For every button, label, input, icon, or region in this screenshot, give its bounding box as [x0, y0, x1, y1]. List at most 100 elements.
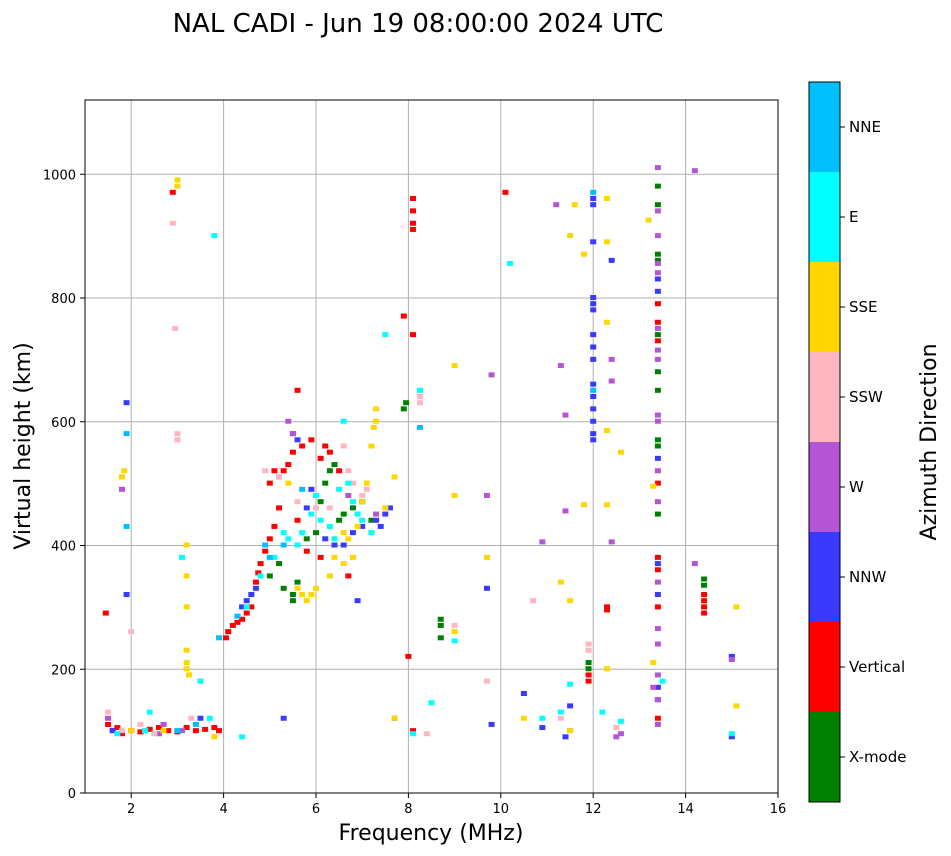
data-point	[599, 709, 606, 715]
data-point	[313, 493, 319, 498]
data-point	[211, 725, 218, 731]
data-point	[271, 468, 278, 474]
data-point	[585, 666, 592, 672]
data-point	[654, 332, 661, 338]
data-point	[280, 530, 287, 536]
data-point	[608, 539, 615, 545]
data-point	[169, 220, 176, 226]
data-point	[654, 165, 661, 171]
data-point	[416, 424, 423, 430]
data-point	[326, 468, 333, 474]
data-point	[303, 536, 310, 542]
y-tick-label: 600	[51, 416, 76, 431]
data-point	[313, 505, 319, 511]
data-point	[557, 715, 564, 721]
data-point	[285, 418, 292, 424]
data-point	[701, 592, 708, 597]
data-point	[437, 635, 444, 641]
data-point	[326, 523, 333, 529]
data-point	[146, 709, 153, 715]
data-point	[128, 728, 135, 734]
data-point	[183, 573, 190, 579]
data-point	[590, 196, 597, 201]
data-point	[102, 610, 109, 616]
data-point	[299, 530, 306, 536]
data-point	[400, 313, 407, 319]
data-point	[331, 554, 338, 560]
data-point	[359, 523, 366, 529]
data-point	[289, 598, 296, 604]
series-x-mode	[266, 183, 708, 672]
data-point	[280, 585, 287, 591]
data-point	[123, 400, 130, 406]
data-point	[294, 579, 301, 585]
data-point	[562, 412, 569, 418]
data-point	[215, 728, 222, 734]
data-point	[654, 338, 661, 344]
data-point	[262, 468, 269, 474]
data-point	[174, 437, 181, 443]
series-vertical	[102, 189, 708, 737]
data-point	[701, 610, 708, 616]
data-point	[331, 462, 338, 468]
data-point	[416, 394, 423, 399]
azimuth-colorbar: X-mode Vertical NNW W SSW SSE E NNE	[808, 81, 906, 803]
data-point	[416, 387, 423, 393]
data-point	[294, 542, 301, 548]
data-point	[382, 505, 389, 511]
data-point	[654, 567, 661, 573]
data-point	[123, 431, 130, 437]
data-point	[391, 474, 398, 480]
data-point	[410, 728, 417, 734]
chart-title: NAL CADI - Jun 19 08:00:00 2024 UTC	[173, 9, 664, 39]
data-point	[345, 493, 352, 498]
data-point	[488, 372, 495, 378]
data-point	[654, 684, 661, 690]
x-tick-label: 6	[312, 802, 320, 817]
data-point	[271, 523, 278, 529]
data-point	[590, 418, 597, 424]
colorbar-segment	[809, 712, 840, 802]
y-tick-label: 800	[51, 292, 76, 307]
data-point	[174, 177, 181, 183]
data-point	[179, 554, 186, 560]
data-point	[580, 251, 587, 257]
data-point	[354, 598, 361, 604]
data-point	[303, 598, 310, 604]
data-point	[654, 356, 661, 362]
data-point	[243, 604, 250, 610]
data-point	[299, 443, 306, 449]
data-point	[423, 731, 430, 737]
colorbar-segment	[809, 532, 840, 622]
data-point	[370, 424, 377, 430]
data-point	[608, 378, 615, 384]
data-point	[382, 332, 389, 338]
data-point	[192, 721, 199, 727]
data-point	[391, 715, 398, 721]
data-point	[266, 573, 273, 579]
data-point	[336, 468, 343, 474]
data-point	[289, 449, 296, 455]
data-point	[654, 499, 661, 505]
data-point	[604, 196, 611, 201]
data-point	[654, 276, 661, 282]
data-point	[654, 412, 661, 418]
data-point	[403, 400, 410, 406]
data-point	[109, 728, 116, 734]
data-point	[553, 202, 560, 208]
data-point	[405, 653, 412, 659]
data-point	[613, 734, 620, 740]
data-point	[733, 604, 740, 610]
data-point	[654, 208, 661, 214]
data-point	[211, 233, 218, 239]
data-point	[590, 431, 597, 437]
data-point	[202, 726, 209, 732]
data-point	[604, 239, 611, 245]
data-point	[174, 728, 181, 734]
data-point	[160, 721, 167, 727]
data-point	[294, 387, 301, 393]
x-tick-label: 4	[219, 802, 227, 817]
colorbar-segment	[809, 82, 840, 172]
data-point	[354, 511, 361, 517]
data-point	[322, 536, 329, 542]
